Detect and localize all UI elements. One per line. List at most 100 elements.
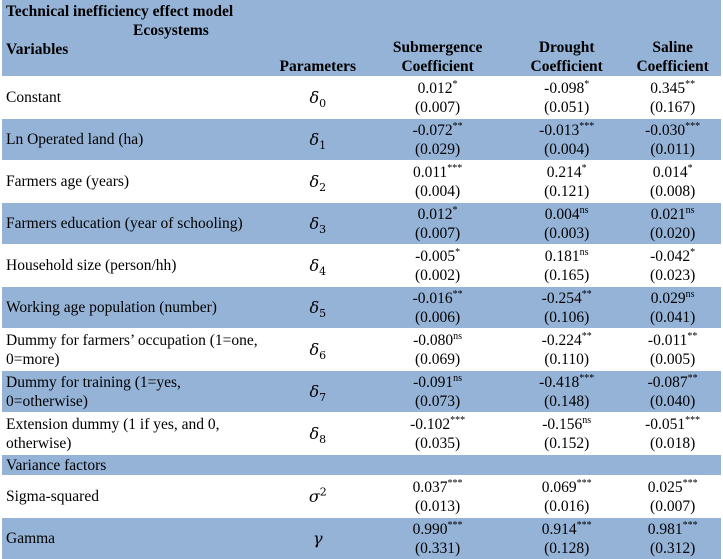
parameter: δ3 xyxy=(269,203,366,245)
submergence-cell-coef: -0.005* xyxy=(370,247,505,266)
drought-cell-value: -0.254 xyxy=(542,290,582,307)
table-title: Technical inefficiency effect model xyxy=(6,2,265,21)
submergence-cell-significance: * xyxy=(453,204,458,215)
submergence-cell-value: -0.080 xyxy=(413,332,453,349)
parameter-symbol: δ3 xyxy=(309,214,326,233)
variable-name: Extension dummy (1 if yes, and 0, otherw… xyxy=(2,413,269,455)
parameter-greek: δ xyxy=(309,340,319,359)
submergence-cell-std-error: (0.035) xyxy=(370,434,505,453)
drought-cell-significance: *** xyxy=(579,372,594,383)
saline-cell-std-error: (0.020) xyxy=(628,224,717,243)
drought-cell-significance: *** xyxy=(577,477,592,488)
drought-cell-coef: -0.013*** xyxy=(513,121,620,140)
submergence-cell-std-error: (0.069) xyxy=(370,350,505,369)
drought-cell-std-error: (0.148) xyxy=(513,392,620,411)
saline-cell-significance: * xyxy=(688,162,693,173)
parameter-subscript: 8 xyxy=(319,433,326,446)
submergence-cell: -0.016**(0.006) xyxy=(366,287,509,329)
saline-cell-significance: ns xyxy=(686,288,695,299)
saline-cell-value: -0.051 xyxy=(645,416,685,433)
parameter-greek: γ xyxy=(313,529,323,548)
saline-cell-value: -0.011 xyxy=(648,332,687,349)
saline-cell-significance: *** xyxy=(685,120,700,131)
submergence-cell-significance: * xyxy=(455,246,460,257)
parameter-greek: δ xyxy=(309,172,319,191)
parameter-symbol: δ6 xyxy=(309,340,326,359)
header-variables: Variables xyxy=(6,40,265,59)
header-variables-cell: Technical inefficiency effect model Ecos… xyxy=(2,0,269,77)
drought-cell-significance: ns xyxy=(580,204,589,215)
submergence-cell-coef: -0.091ns xyxy=(370,373,505,392)
drought-cell: -0.254**(0.106) xyxy=(509,287,624,329)
parameter-symbol: δ8 xyxy=(309,424,326,443)
submergence-cell: 0.012*(0.007) xyxy=(366,203,509,245)
header-saline: Saline Coefficient xyxy=(624,0,721,77)
submergence-cell-significance: *** xyxy=(450,414,465,425)
parameter: δ6 xyxy=(269,329,366,371)
drought-cell-coef: 0.004ns xyxy=(513,205,620,224)
drought-cell-coef: -0.098* xyxy=(513,79,620,98)
saline-cell-coef: -0.051*** xyxy=(628,415,717,434)
saline-cell-significance: ** xyxy=(687,330,697,341)
submergence-cell-value: -0.091 xyxy=(413,374,453,391)
submergence-cell-significance: *** xyxy=(448,477,463,488)
saline-cell: -0.087**(0.040) xyxy=(624,371,721,413)
submergence-cell-value: 0.011 xyxy=(413,164,447,181)
submergence-cell-significance: *** xyxy=(448,519,463,530)
drought-cell-coef: -0.156ns xyxy=(513,415,620,434)
header-saline-line2: Coefficient xyxy=(628,57,717,76)
parameter-subscript: 5 xyxy=(319,307,326,320)
saline-cell-coef: 0.014* xyxy=(628,163,717,182)
drought-cell: 0.004ns(0.003) xyxy=(509,203,624,245)
parameter-greek: δ xyxy=(309,88,319,107)
saline-cell: 0.345**(0.167) xyxy=(624,77,721,119)
saline-cell-significance: *** xyxy=(685,414,700,425)
parameter: δ2 xyxy=(269,161,366,203)
header-drought-line2: Coefficient xyxy=(513,57,620,76)
variable-name: Household size (person/hh) xyxy=(2,245,269,287)
drought-cell-value: 0.181 xyxy=(545,248,580,265)
drought-cell-significance: ** xyxy=(582,288,592,299)
submergence-cell: -0.072**(0.029) xyxy=(366,119,509,161)
saline-cell-coef: 0.981*** xyxy=(628,520,717,539)
drought-cell-coef: -0.418*** xyxy=(513,373,620,392)
drought-cell-coef: -0.254** xyxy=(513,289,620,308)
saline-cell-value: -0.030 xyxy=(645,122,685,139)
drought-cell-coef: 0.181ns xyxy=(513,247,620,266)
table-row: Dummy for training (1=yes, 0=otherwise)δ… xyxy=(2,371,721,413)
drought-cell: 0.069***(0.016) xyxy=(509,476,624,518)
submergence-cell-value: -0.016 xyxy=(413,290,453,307)
drought-cell-value: 0.069 xyxy=(542,479,577,496)
submergence-cell-coef: -0.072** xyxy=(370,121,505,140)
parameter-greek: δ xyxy=(309,214,319,233)
header-drought: Drought Coefficient xyxy=(509,0,624,77)
submergence-cell-coef: -0.016** xyxy=(370,289,505,308)
parameter-subscript: 6 xyxy=(319,349,326,362)
submergence-cell-std-error: (0.331) xyxy=(370,539,505,558)
drought-cell-value: -0.224 xyxy=(542,332,582,349)
drought-cell-significance: *** xyxy=(579,120,594,131)
saline-cell-value: 0.014 xyxy=(653,164,688,181)
parameter-symbol: δ4 xyxy=(309,256,326,275)
parameter-superscript: 2 xyxy=(320,485,327,498)
parameter-greek: σ xyxy=(309,487,320,506)
drought-cell-std-error: (0.121) xyxy=(513,182,620,201)
header-saline-line1: Saline xyxy=(628,38,717,57)
parameter-symbol: δ5 xyxy=(309,298,326,317)
submergence-cell-coef: -0.102*** xyxy=(370,415,505,434)
drought-cell-std-error: (0.165) xyxy=(513,266,620,285)
saline-cell: 0.029ns(0.041) xyxy=(624,287,721,329)
submergence-cell-value: -0.102 xyxy=(410,416,450,433)
variable-name: Constant xyxy=(2,77,269,119)
submergence-cell-significance: ** xyxy=(453,120,463,131)
variable-name: Working age population (number) xyxy=(2,287,269,329)
parameter-greek: δ xyxy=(309,130,319,149)
saline-cell-significance: * xyxy=(690,246,695,257)
submergence-cell-coef: 0.037*** xyxy=(370,478,505,497)
submergence-cell-std-error: (0.073) xyxy=(370,392,505,411)
